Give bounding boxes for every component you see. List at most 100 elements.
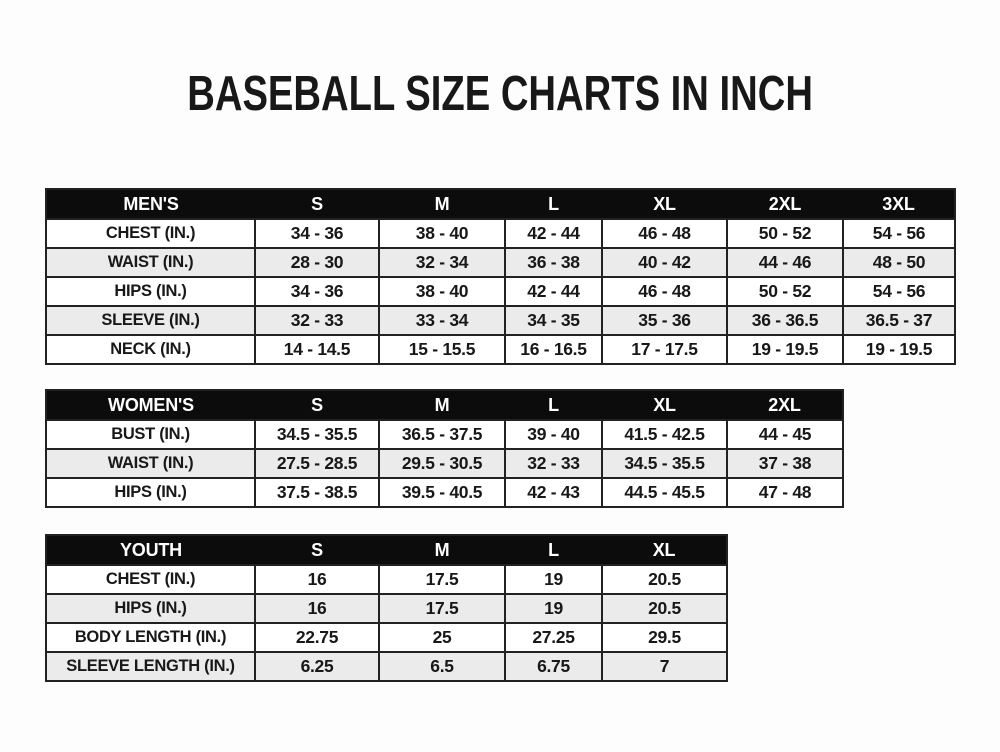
size-value-cell: 29.5 bbox=[601, 622, 728, 653]
size-value-cell: 16 bbox=[254, 593, 380, 624]
size-value-cell: 47 - 48 bbox=[726, 477, 844, 508]
size-value-cell: 17.5 bbox=[378, 564, 506, 595]
table-title-cell: MEN'S bbox=[46, 189, 255, 219]
size-value-cell: 44 - 45 bbox=[726, 419, 844, 450]
size-value-cell: 54 - 56 bbox=[842, 218, 956, 249]
mens-size-table: MEN'S S M L XL 2XL 3XL CHEST (IN.) 34 - 36 38 - 4… bbox=[45, 188, 1000, 365]
size-value-cell: 34 - 36 bbox=[254, 218, 380, 249]
size-column-header: 3XL bbox=[843, 189, 955, 219]
measurement-row: SLEEVE (IN.) 32 - 33 33 - 34 34 - 35 35 - 36… bbox=[45, 305, 956, 336]
size-value-cell: 44.5 - 45.5 bbox=[601, 477, 728, 508]
womens-size-table-grid: WOMEN'S S M L XL 2XL BUST (IN.) 34.5 - 35.5 36.5… bbox=[45, 389, 844, 508]
size-column-header: S bbox=[255, 189, 379, 219]
size-column-header: M bbox=[379, 390, 505, 420]
measurement-row: WAIST (IN.) 28 - 30 32 - 34 36 - 38 40 - 42 4… bbox=[45, 247, 956, 278]
size-column-header: XL bbox=[602, 390, 727, 420]
size-value-cell: 16 bbox=[254, 564, 380, 595]
measurement-row: CHEST (IN.) 34 - 36 38 - 40 42 - 44 46 - 48 5… bbox=[45, 218, 956, 249]
measurement-row: WAIST (IN.) 27.5 - 28.5 29.5 - 30.5 32 - 33… bbox=[45, 448, 844, 479]
size-value-cell: 19 - 19.5 bbox=[726, 334, 844, 365]
size-column-header: S bbox=[255, 535, 379, 565]
row-label-cell: CHEST (IN.) bbox=[45, 218, 256, 249]
size-value-cell: 36.5 - 37 bbox=[842, 305, 956, 336]
size-value-cell: 42 - 44 bbox=[504, 276, 603, 307]
row-label-cell: CHEST (IN.) bbox=[45, 564, 256, 595]
measurement-row: SLEEVE LENGTH (IN.) 6.25 6.5 6.75 7 bbox=[45, 651, 728, 682]
size-value-cell: 38 - 40 bbox=[378, 276, 506, 307]
size-column-header: L bbox=[505, 189, 602, 219]
size-value-cell: 27.5 - 28.5 bbox=[254, 448, 380, 479]
measurement-row: CHEST (IN.) 16 17.5 19 20.5 bbox=[45, 564, 728, 595]
size-column-header: L bbox=[505, 535, 602, 565]
size-value-cell: 32 - 34 bbox=[378, 247, 506, 278]
youth-size-table: YOUTH S M L XL CHEST (IN.) 16 17.5 19 20.5 HIPS (I… bbox=[45, 534, 1000, 682]
size-value-cell: 50 - 52 bbox=[726, 276, 844, 307]
row-label-cell: SLEEVE LENGTH (IN.) bbox=[45, 651, 256, 682]
size-value-cell: 50 - 52 bbox=[726, 218, 844, 249]
page-title-text: BASEBALL SIZE CHARTS IN INCH bbox=[187, 67, 813, 121]
size-value-cell: 37.5 - 38.5 bbox=[254, 477, 380, 508]
header-row: WOMEN'S S M L XL 2XL bbox=[46, 390, 843, 420]
size-value-cell: 14 - 14.5 bbox=[254, 334, 380, 365]
size-value-cell: 34.5 - 35.5 bbox=[601, 448, 728, 479]
page-title: BASEBALL SIZE CHARTS IN INCH bbox=[0, 0, 1000, 119]
row-label-cell: HIPS (IN.) bbox=[45, 276, 256, 307]
size-value-cell: 32 - 33 bbox=[254, 305, 380, 336]
measurement-row: HIPS (IN.) 34 - 36 38 - 40 42 - 44 46 - 48 50… bbox=[45, 276, 956, 307]
size-value-cell: 33 - 34 bbox=[378, 305, 506, 336]
header-row: YOUTH S M L XL bbox=[46, 535, 727, 565]
size-value-cell: 19 - 19.5 bbox=[842, 334, 956, 365]
size-value-cell: 22.75 bbox=[254, 622, 380, 653]
size-value-cell: 36 - 38 bbox=[504, 247, 603, 278]
size-value-cell: 39 - 40 bbox=[504, 419, 603, 450]
measurement-row: NECK (IN.) 14 - 14.5 15 - 15.5 16 - 16.5 17 … bbox=[45, 334, 956, 365]
size-value-cell: 6.5 bbox=[378, 651, 506, 682]
header-row: MEN'S S M L XL 2XL 3XL bbox=[46, 189, 955, 219]
size-value-cell: 42 - 44 bbox=[504, 218, 603, 249]
measurement-row: BUST (IN.) 34.5 - 35.5 36.5 - 37.5 39 - 40 4… bbox=[45, 419, 844, 450]
size-value-cell: 44 - 46 bbox=[726, 247, 844, 278]
size-value-cell: 20.5 bbox=[601, 564, 728, 595]
size-value-cell: 17 - 17.5 bbox=[601, 334, 728, 365]
table-title-cell: WOMEN'S bbox=[46, 390, 255, 420]
row-label-cell: NECK (IN.) bbox=[45, 334, 256, 365]
size-value-cell: 34 - 36 bbox=[254, 276, 380, 307]
size-value-cell: 29.5 - 30.5 bbox=[378, 448, 506, 479]
row-label-cell: WAIST (IN.) bbox=[45, 247, 256, 278]
size-column-header: M bbox=[379, 535, 505, 565]
table-title-cell: YOUTH bbox=[46, 535, 255, 565]
size-value-cell: 25 bbox=[378, 622, 506, 653]
row-label-cell: HIPS (IN.) bbox=[45, 593, 256, 624]
size-value-cell: 39.5 - 40.5 bbox=[378, 477, 506, 508]
size-value-cell: 6.25 bbox=[254, 651, 380, 682]
size-value-cell: 7 bbox=[601, 651, 728, 682]
size-value-cell: 34 - 35 bbox=[504, 305, 603, 336]
size-value-cell: 42 - 43 bbox=[504, 477, 603, 508]
size-value-cell: 19 bbox=[504, 564, 603, 595]
mens-size-table-grid: MEN'S S M L XL 2XL 3XL CHEST (IN.) 34 - 36 38 - 4… bbox=[45, 188, 956, 365]
row-label-cell: SLEEVE (IN.) bbox=[45, 305, 256, 336]
size-value-cell: 28 - 30 bbox=[254, 247, 380, 278]
size-value-cell: 16 - 16.5 bbox=[504, 334, 603, 365]
size-value-cell: 46 - 48 bbox=[601, 276, 728, 307]
size-column-header: XL bbox=[602, 189, 727, 219]
size-value-cell: 27.25 bbox=[504, 622, 603, 653]
size-value-cell: 41.5 - 42.5 bbox=[601, 419, 728, 450]
size-value-cell: 17.5 bbox=[378, 593, 506, 624]
youth-size-table-grid: YOUTH S M L XL CHEST (IN.) 16 17.5 19 20.5 HIPS (I… bbox=[45, 534, 728, 682]
size-value-cell: 32 - 33 bbox=[504, 448, 603, 479]
measurement-row: BODY LENGTH (IN.) 22.75 25 27.25 29.5 bbox=[45, 622, 728, 653]
size-value-cell: 15 - 15.5 bbox=[378, 334, 506, 365]
size-value-cell: 48 - 50 bbox=[842, 247, 956, 278]
row-label-cell: BODY LENGTH (IN.) bbox=[45, 622, 256, 653]
size-value-cell: 36 - 36.5 bbox=[726, 305, 844, 336]
size-column-header: L bbox=[505, 390, 602, 420]
measurement-row: HIPS (IN.) 37.5 - 38.5 39.5 - 40.5 42 - 43 4… bbox=[45, 477, 844, 508]
size-value-cell: 36.5 - 37.5 bbox=[378, 419, 506, 450]
size-value-cell: 6.75 bbox=[504, 651, 603, 682]
size-value-cell: 54 - 56 bbox=[842, 276, 956, 307]
size-column-header: 2XL bbox=[727, 390, 843, 420]
size-column-header: M bbox=[379, 189, 505, 219]
size-value-cell: 37 - 38 bbox=[726, 448, 844, 479]
